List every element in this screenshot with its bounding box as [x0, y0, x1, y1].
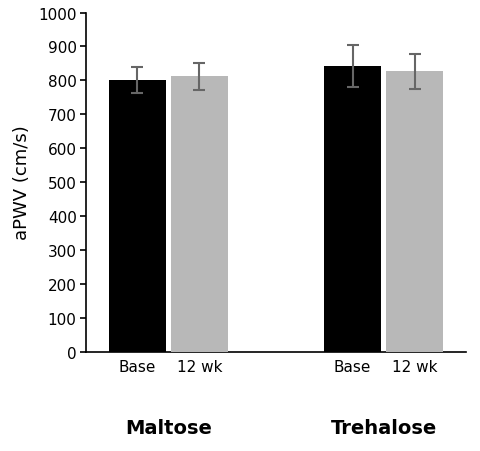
- Bar: [324, 67, 381, 352]
- Text: Maltose: Maltose: [125, 418, 212, 437]
- Bar: [386, 72, 443, 352]
- Text: Trehalose: Trehalose: [330, 418, 437, 437]
- Bar: [109, 81, 166, 352]
- Y-axis label: aPWV (cm/s): aPWV (cm/s): [13, 125, 31, 240]
- Bar: [171, 77, 228, 352]
